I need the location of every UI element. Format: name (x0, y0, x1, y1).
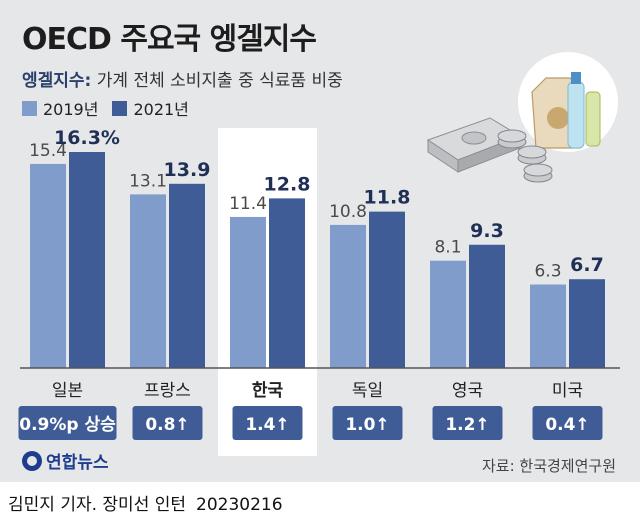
subtitle-text: 가계 전체 소비지출 중 식료품 비중 (96, 71, 343, 91)
source-note: 자료: 한국경제연구원 (481, 457, 616, 475)
data-label-2021-3: 11.8 (364, 187, 411, 209)
category-label-1: 프랑스 (144, 381, 191, 401)
bar-2019-2 (230, 216, 266, 368)
page-title: OECD 주요국 엥겔지수 (22, 22, 317, 57)
data-label-2019-1: 13.1 (129, 171, 167, 191)
data-label-2021-5: 6.7 (570, 254, 604, 276)
category-label-2: 한국 (252, 381, 284, 401)
subtitle-key: 엥겔지수: (22, 71, 92, 91)
credit-date: 20230216 (196, 495, 283, 515)
bar-2021-1 (169, 183, 205, 368)
legend-swatch-2019 (22, 100, 37, 116)
bottle-cap-icon (571, 72, 581, 84)
data-label-2019-3: 10.8 (329, 202, 367, 222)
change-badge-label-5: 0.4↑ (545, 415, 589, 435)
data-label-2021-2: 12.8 (264, 173, 311, 195)
bar-2021-4 (469, 244, 505, 368)
bar-2021-5 (569, 279, 605, 368)
chart-legend: 2019년 2021년 (22, 96, 203, 120)
water-bottle-icon (567, 81, 585, 149)
bar-2019-4 (430, 260, 466, 368)
yonhap-logo-icon (22, 450, 42, 471)
data-label-2019-0: 15.4 (29, 141, 67, 161)
change-badge-5 (532, 406, 603, 440)
data-label-2019-2: 11.4 (229, 194, 267, 214)
logo-text: 연합뉴스 (46, 453, 109, 473)
category-label-5: 미국 (552, 381, 583, 401)
change-badge-0 (18, 406, 117, 440)
change-badge-3 (332, 406, 403, 440)
change-badge-label-4: 1.2↑ (445, 415, 489, 435)
data-label-2019-4: 8.1 (434, 238, 461, 258)
change-badge-label-1: 0.8↑ (145, 415, 189, 435)
bar-chart: 15.416.3% 일본 0.9%p 상승 13.113.9 프랑스 0.8↑ 11.412… (18, 127, 620, 456)
cash-stack-icon (426, 117, 522, 173)
credit-names: 김민지 기자. 장미선 인턴 (8, 495, 187, 515)
bar-2019-5 (530, 284, 566, 368)
oil-bottle-icon (585, 91, 601, 147)
chart-subtitle: 엥겔지수: 가계 전체 소비지출 중 식료품 비중 (22, 66, 343, 91)
change-badge-2 (232, 406, 303, 440)
category-label-4: 영국 (452, 381, 483, 401)
data-label-2019-5: 6.3 (534, 262, 561, 282)
coin-stack-icon (497, 129, 553, 183)
bar-2019-3 (330, 224, 366, 368)
change-badge-label-0: 0.9%p 상승 (19, 415, 116, 435)
category-label-0: 일본 (52, 381, 83, 401)
legend-item-2021: 2021년 (112, 96, 189, 120)
money-grocery-illustration-icon (426, 52, 618, 183)
change-badge-label-2: 1.4↑ (245, 415, 289, 435)
change-badge-label-3: 1.0↑ (345, 415, 389, 435)
grain-emblem-icon (547, 107, 569, 129)
legend-label-2021: 2021년 (133, 100, 189, 119)
change-badge-1 (132, 406, 203, 440)
data-label-2021-4: 9.3 (470, 220, 504, 242)
data-label-2021-1: 13.9 (164, 159, 211, 181)
credit-line: 김민지 기자. 장미선 인턴 20230216 (8, 490, 283, 515)
publisher-logo: 연합뉴스 (22, 448, 109, 473)
bar-2019-0 (30, 163, 66, 368)
legend-item-2019: 2019년 (22, 96, 98, 120)
category-label-3: 독일 (352, 381, 383, 401)
bar-2019-1 (130, 194, 166, 368)
bar-2021-2 (269, 198, 305, 368)
data-label-2021-0: 16.3% (54, 127, 120, 149)
change-badge-4 (432, 406, 503, 440)
bar-2021-3 (369, 211, 405, 368)
legend-label-2019: 2019년 (43, 100, 99, 119)
legend-swatch-2021 (112, 100, 128, 116)
bar-2021-0 (69, 152, 105, 368)
